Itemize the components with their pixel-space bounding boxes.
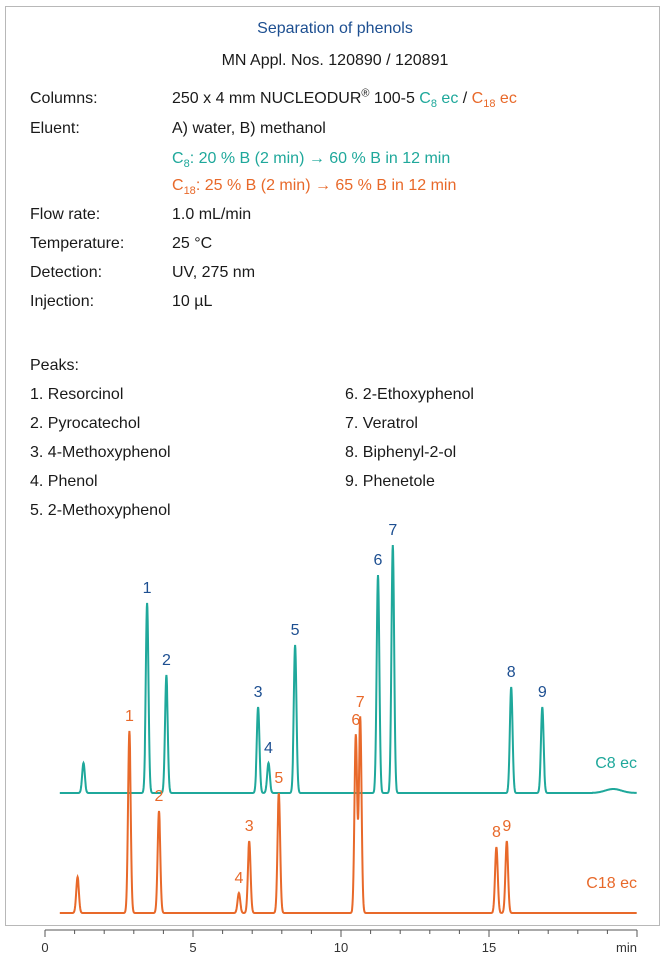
chart-title: Separation of phenols <box>257 20 413 37</box>
injection-label: Injection: <box>30 293 95 310</box>
peak-list-item: 4. Phenol <box>30 473 98 490</box>
peak-label: 6 <box>351 712 360 729</box>
peak-label: 4 <box>264 740 273 757</box>
peak-list-item: 9. Phenetole <box>345 473 435 490</box>
series-label: C18 ec <box>586 875 637 892</box>
temperature-label: Temperature: <box>30 235 125 252</box>
x-axis-label: min <box>616 940 637 955</box>
eluent-value: A) water, B) methanol <box>172 120 326 137</box>
peak-label: 8 <box>507 664 516 681</box>
columns-label: Columns: <box>30 90 98 107</box>
peak-label: 7 <box>356 694 365 711</box>
peak-label: 2 <box>162 652 171 669</box>
eluent-label: Eluent: <box>30 120 80 137</box>
peak-list-item: 6. 2-Ethoxyphenol <box>345 386 474 403</box>
peak-list-item: 5. 2-Methoxyphenol <box>30 502 171 519</box>
chart-subtitle: MN Appl. Nos. 120890 / 120891 <box>221 52 449 69</box>
x-tick-label: 0 <box>41 940 48 955</box>
peak-label: 2 <box>155 788 164 805</box>
peak-label: 8 <box>492 824 501 841</box>
peak-label: 3 <box>245 818 254 835</box>
x-tick-label: 10 <box>334 940 348 955</box>
peak-list-item: 8. Biphenyl-2-ol <box>345 444 457 461</box>
peak-label: 9 <box>538 684 547 701</box>
series-line-c8-ec <box>59 544 637 794</box>
peak-list-item: 2. Pyrocatechol <box>30 415 141 432</box>
peak-label: 3 <box>254 684 263 701</box>
peak-label: 1 <box>125 708 134 725</box>
eluent-c8-gradient: C8: 20 % B (2 min) → 60 % B in 12 min <box>172 150 451 171</box>
flow-rate-label: Flow rate: <box>30 206 101 223</box>
flow-rate-value: 1.0 mL/min <box>172 206 252 223</box>
peak-list-item: 1. Resorcinol <box>30 386 124 403</box>
figure-panel <box>5 6 660 926</box>
injection-value: 10 µL <box>172 293 213 310</box>
eluent-c18-gradient: C18: 25 % B (2 min) → 65 % B in 12 min <box>172 177 457 198</box>
columns-value: 250 x 4 mm NUCLEODUR® 100-5 C8 ec / C18 … <box>172 87 517 111</box>
peaks-heading: Peaks: <box>30 357 79 374</box>
detection-value: UV, 275 nm <box>172 264 256 281</box>
peak-label: 5 <box>291 622 300 639</box>
peak-list-item: 7. Veratrol <box>345 415 418 432</box>
peak-label: 9 <box>502 818 511 835</box>
x-tick-label: 5 <box>189 940 196 955</box>
peak-list-item: 3. 4-Methoxyphenol <box>30 444 171 461</box>
series-line-c18-ec <box>59 716 637 914</box>
peak-label: 6 <box>374 552 383 569</box>
detection-label: Detection: <box>30 264 103 281</box>
x-tick-label: 15 <box>482 940 496 955</box>
peak-label: 5 <box>274 770 283 787</box>
temperature-value: 25 °C <box>172 235 213 252</box>
peak-label: 7 <box>388 522 397 539</box>
series-label: C8 ec <box>595 755 637 772</box>
peak-label: 1 <box>143 580 152 597</box>
peak-label: 4 <box>234 870 243 887</box>
